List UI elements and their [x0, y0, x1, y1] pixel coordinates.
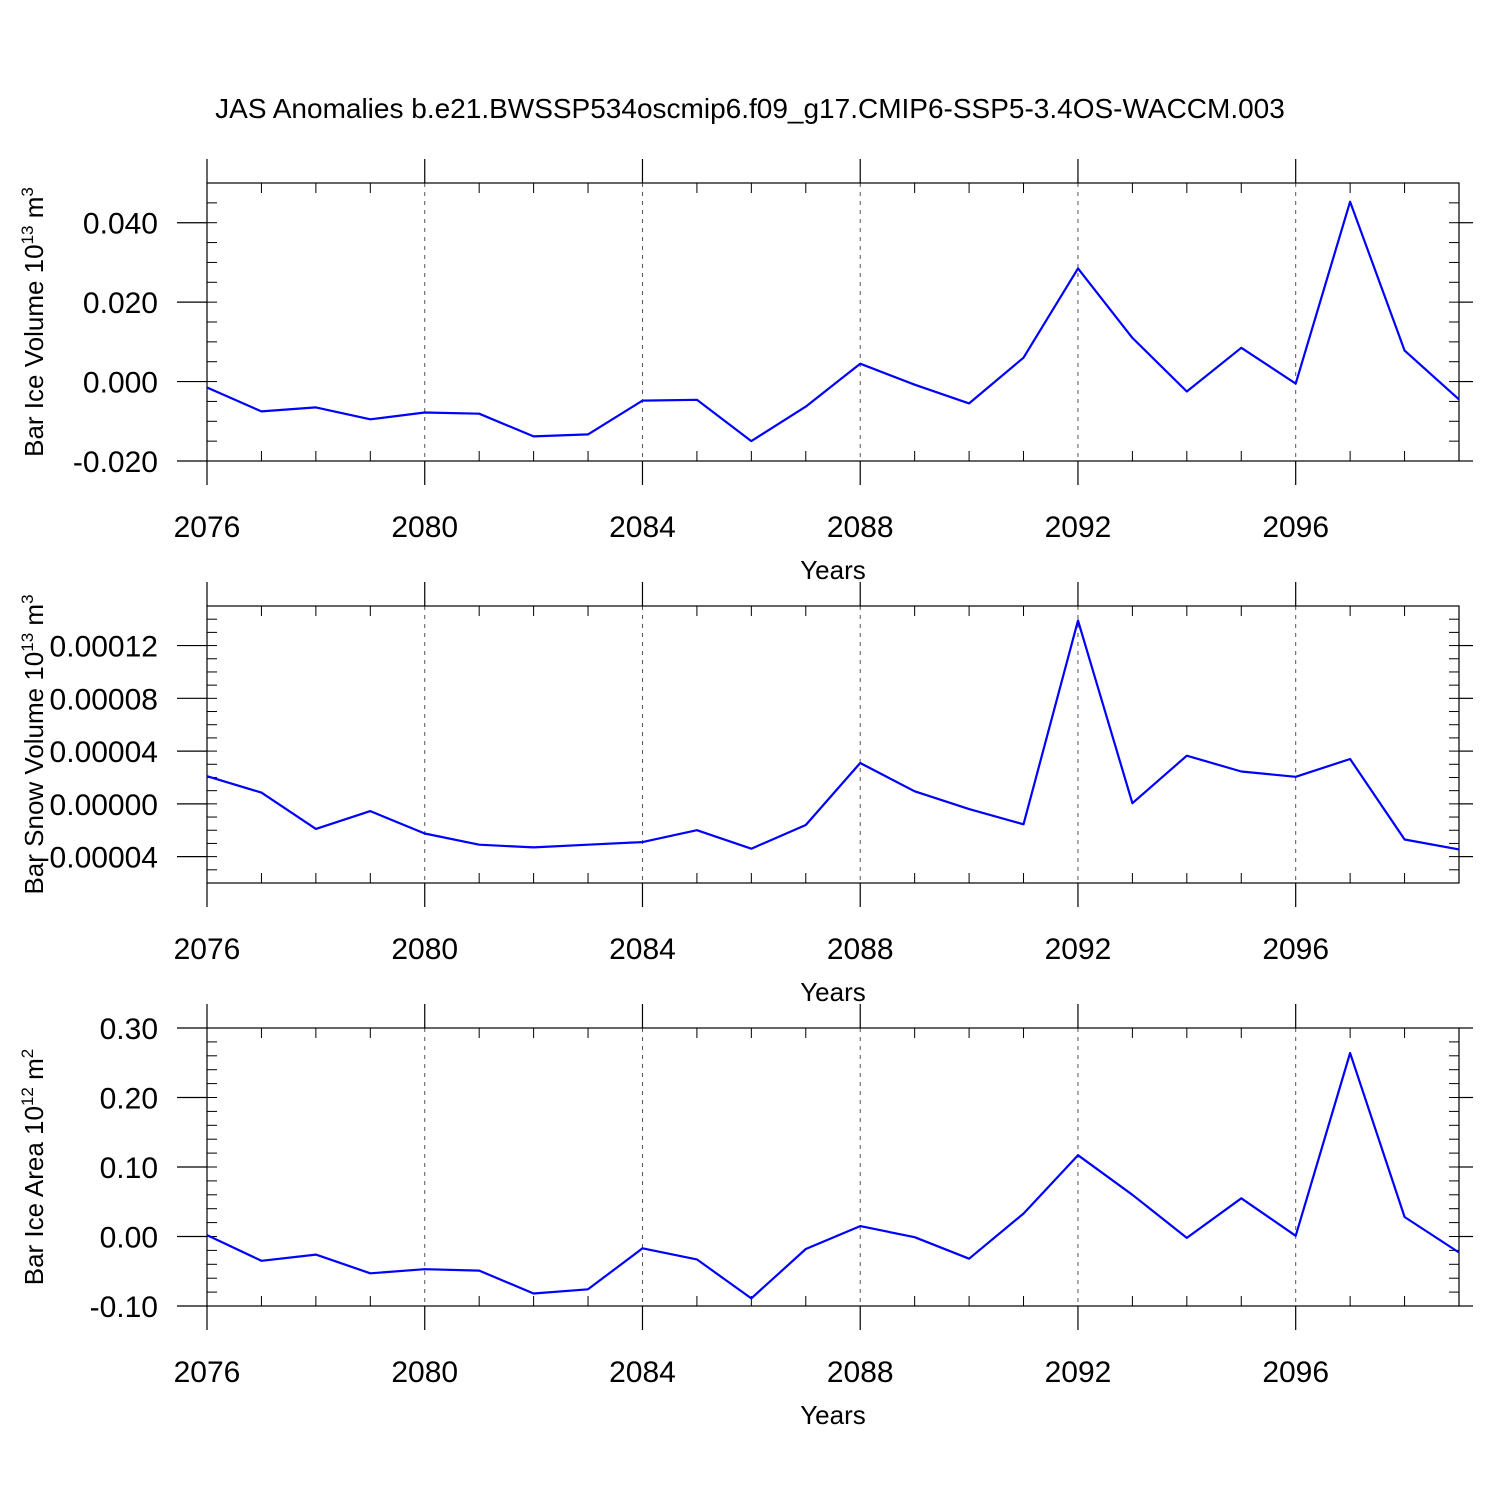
x-tick-label: 2080: [391, 933, 458, 966]
y-tick-label: 0.10: [100, 1152, 158, 1185]
y-tick-label: 0.00008: [50, 683, 158, 716]
y-axis-label-unit-exponent: 2: [18, 1049, 37, 1058]
y-tick-label: -0.020: [73, 446, 158, 479]
x-tick-label: 2092: [1045, 1356, 1112, 1389]
x-tick-label: 2084: [609, 933, 676, 966]
y-axis-label-exponent: 13: [18, 225, 37, 244]
y-tick-label: 0.00012: [50, 631, 158, 664]
panel-1: 2076 2080 2084 2088 2092 2096 -0.020 0.000 0.020…: [18, 159, 1473, 585]
figure-title: JAS Anomalies b.e21.BWSSP534oscmip6.f09_…: [215, 93, 1285, 124]
x-tick-label: 2096: [1262, 933, 1329, 966]
x-tick-label: 2084: [609, 1356, 676, 1389]
panel-3: 2076 2080 2084 2088 2092 2096 -0.10 0.00 0.10 0.2…: [18, 1004, 1473, 1430]
y-tick-label: 0.000: [83, 367, 158, 400]
x-tick-label: 2076: [174, 1356, 241, 1389]
x-axis-label: Years: [800, 555, 866, 585]
y-axis-label-text: Bar Ice Volume 10: [19, 244, 49, 456]
x-tick-label: 2096: [1262, 1356, 1329, 1389]
data-series-line: [206, 619, 1460, 851]
y-axis-label-unit-exponent: 3: [18, 594, 37, 603]
x-tick-label: 2088: [827, 1356, 894, 1389]
x-tick-label: 2088: [827, 933, 894, 966]
y-axis-label: Bar Snow Volume 1013 m3: [18, 594, 49, 894]
y-tick-label: 0.20: [100, 1083, 158, 1116]
x-axis-label: Years: [800, 977, 866, 1007]
x-tick-label: 2092: [1045, 933, 1112, 966]
y-axis-label-unit: m: [19, 604, 49, 633]
x-tick-label: 2076: [174, 933, 241, 966]
x-tick-label: 2096: [1262, 511, 1329, 544]
x-tick-label: 2088: [827, 511, 894, 544]
y-axis-label: Bar Ice Volume 1013 m3: [18, 187, 49, 457]
y-axis-label-text: Bar Snow Volume 10: [19, 652, 49, 895]
y-tick-label: 0.00004: [50, 736, 158, 769]
y-tick-label: 0.00: [100, 1222, 158, 1255]
panels: 2076 2080 2084 2088 2092 2096 -0.020 0.000 0.020…: [18, 159, 1473, 1430]
y-tick-label: -0.10: [90, 1291, 158, 1324]
y-tick-label: 0.00000: [50, 789, 158, 822]
plot-frame: [206, 182, 1460, 462]
y-tick-label: -0.00004: [40, 842, 158, 875]
y-axis-label-unit: m: [19, 1058, 49, 1087]
plot-frame: [206, 605, 1460, 884]
data-series-line: [206, 1051, 1460, 1300]
y-tick-label: 0.040: [83, 208, 158, 241]
y-axis-label-unit: m: [19, 197, 49, 226]
x-tick-label: 2080: [391, 1356, 458, 1389]
x-tick-label: 2092: [1045, 511, 1112, 544]
y-axis-label: Bar Ice Area 1012 m2: [18, 1049, 49, 1286]
plot-frame: [206, 1027, 1460, 1307]
y-axis-label-exponent: 12: [18, 1087, 37, 1106]
data-series-line: [206, 200, 1460, 443]
y-axis-label-unit-exponent: 3: [18, 187, 37, 196]
y-axis-label-text: Bar Ice Area 10: [19, 1106, 49, 1285]
x-tick-label: 2084: [609, 511, 676, 544]
x-tick-label: 2076: [174, 511, 241, 544]
x-tick-label: 2080: [391, 511, 458, 544]
y-tick-label: 0.020: [83, 287, 158, 320]
x-axis-label: Years: [800, 1400, 866, 1430]
y-axis-label-exponent: 13: [18, 633, 37, 652]
panel-2: 2076 2080 2084 2088 2092 2096 -0.00004 0.00000 0…: [18, 582, 1473, 1007]
y-tick-label: 0.30: [100, 1013, 158, 1046]
